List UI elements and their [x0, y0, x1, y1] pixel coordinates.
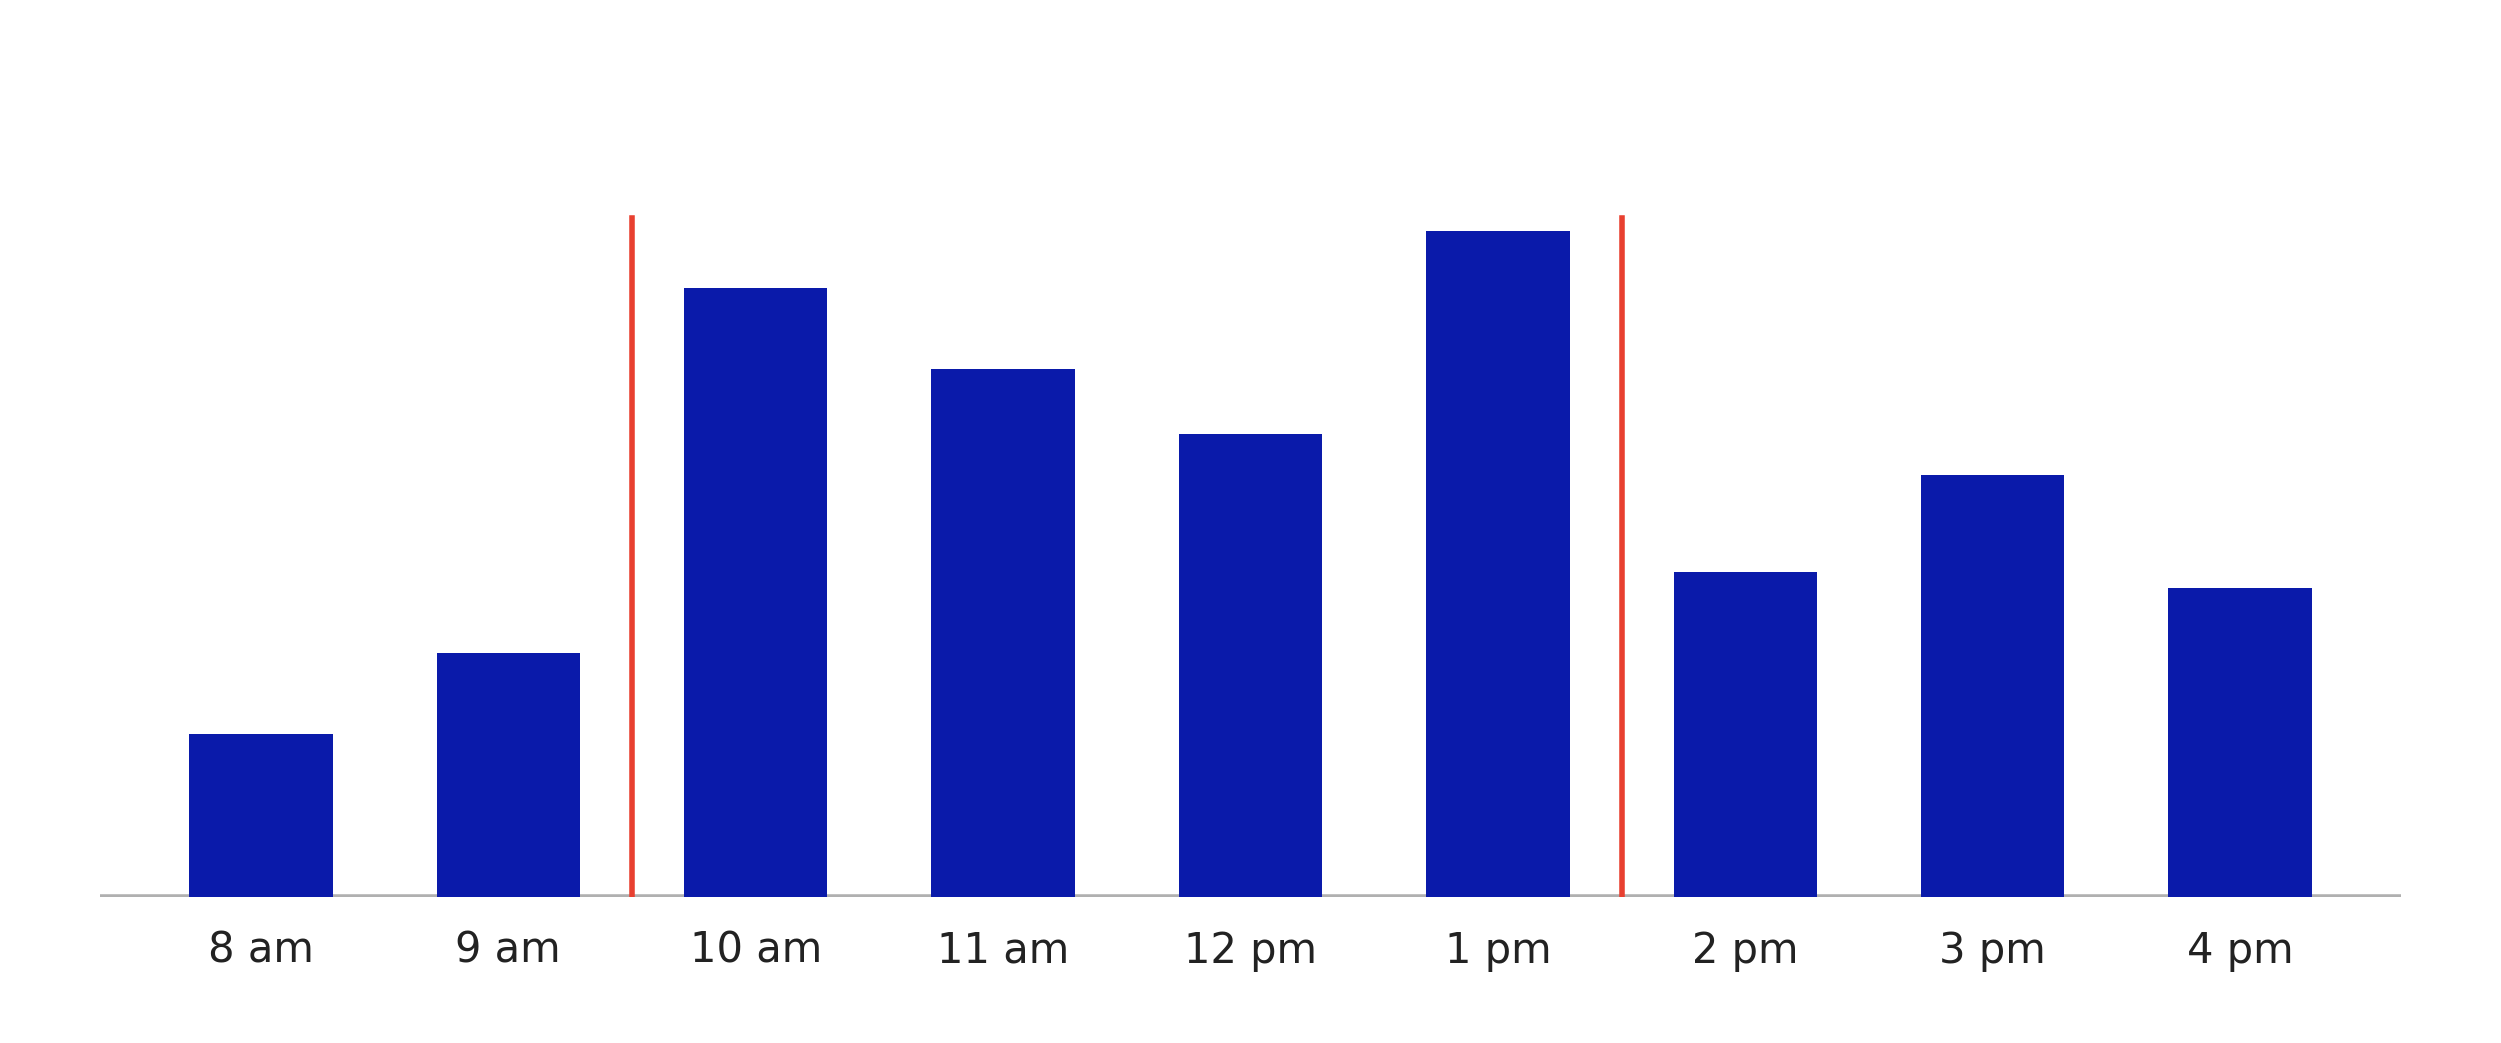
Bar — [1426, 231, 1571, 897]
Bar — [1178, 434, 1323, 897]
Bar — [683, 288, 828, 897]
Bar — [2168, 588, 2311, 897]
Bar — [930, 369, 1075, 897]
Bar — [1921, 475, 2063, 897]
Bar — [190, 734, 333, 897]
Bar — [438, 653, 580, 897]
Bar — [1673, 572, 1818, 897]
